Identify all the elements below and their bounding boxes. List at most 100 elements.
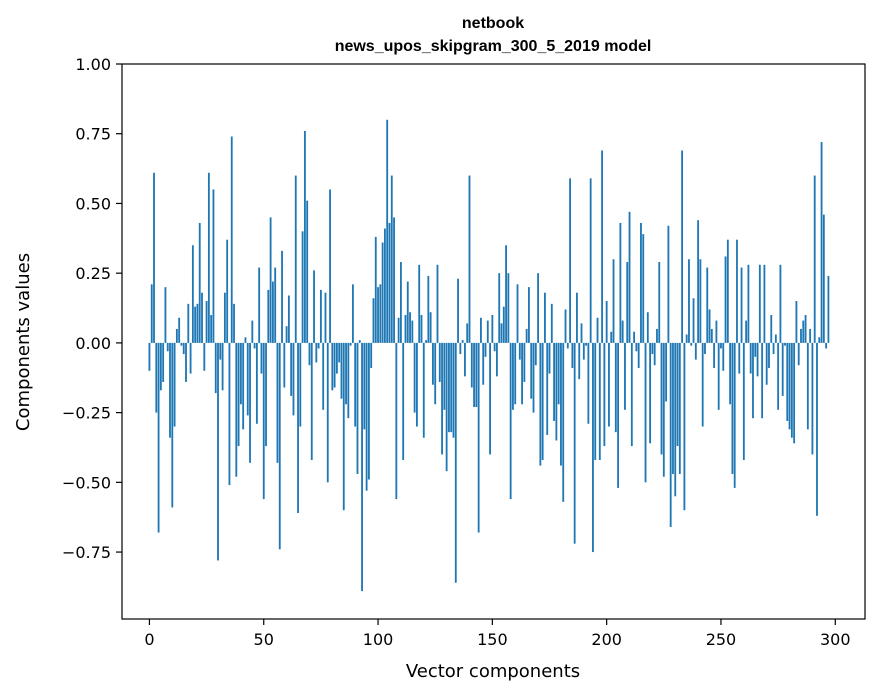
bar-217 — [644, 342, 647, 483]
bar-81 — [333, 342, 336, 388]
bar-21 — [196, 303, 199, 343]
bar-218 — [646, 312, 649, 343]
bar-264 — [752, 342, 754, 419]
bar-88 — [349, 342, 352, 346]
bar-219 — [649, 342, 652, 444]
bar-173 — [544, 292, 546, 343]
bar-82 — [335, 342, 338, 374]
bar-233 — [681, 150, 684, 343]
bar-141 — [470, 342, 473, 388]
bar-287 — [804, 315, 807, 343]
bar-224 — [660, 342, 663, 455]
bar-204 — [614, 342, 617, 433]
bar-67 — [301, 231, 304, 343]
bar-149 — [489, 342, 491, 455]
bar-111 — [402, 342, 405, 461]
bar-187 — [576, 292, 578, 343]
bar-205 — [617, 342, 620, 488]
bar-75 — [319, 289, 322, 343]
bar-208 — [624, 342, 626, 410]
bar-104 — [386, 119, 389, 343]
bar-196 — [596, 317, 599, 343]
bar-181 — [562, 342, 565, 502]
bar-263 — [749, 342, 752, 374]
bar-119 — [420, 315, 423, 343]
bar-175 — [548, 342, 551, 374]
bar-43 — [246, 342, 249, 416]
bar-297 — [827, 275, 830, 343]
bar-79 — [329, 189, 331, 343]
bar-281 — [790, 342, 793, 438]
bar-47 — [255, 342, 258, 424]
bar-94 — [363, 342, 366, 430]
bar-109 — [397, 317, 400, 343]
bar-92 — [358, 340, 361, 343]
bar-223 — [658, 262, 661, 343]
x-tick-label-150: 150 — [477, 630, 508, 649]
bar-207 — [621, 320, 624, 343]
bar-220 — [651, 342, 654, 355]
bar-153 — [498, 273, 501, 343]
bar-29 — [214, 342, 217, 394]
bar-60 — [285, 326, 288, 343]
bar-5 — [159, 342, 162, 391]
y-tick-label-7: 1.00 — [75, 55, 111, 74]
bar-53 — [269, 217, 272, 343]
bar-54 — [271, 281, 274, 343]
bar-226 — [665, 342, 668, 402]
bar-168 — [532, 342, 535, 413]
bar-291 — [813, 175, 816, 343]
bar-265 — [754, 342, 757, 357]
bar-78 — [326, 342, 329, 483]
bar-132 — [450, 342, 453, 433]
x-tick-label-200: 200 — [591, 630, 622, 649]
bar-246 — [710, 328, 713, 343]
bar-11 — [173, 342, 176, 427]
bar-222 — [656, 328, 658, 343]
bar-247 — [713, 342, 716, 368]
bar-77 — [324, 292, 327, 343]
bar-239 — [694, 342, 697, 360]
bar-3 — [155, 342, 158, 413]
bar-6 — [162, 342, 165, 382]
bar-221 — [653, 342, 656, 366]
bar-17 — [187, 303, 190, 343]
bar-261 — [745, 320, 748, 343]
bar-184 — [569, 178, 571, 343]
bar-80 — [331, 342, 334, 391]
bar-121 — [425, 340, 427, 343]
bar-269 — [763, 264, 766, 343]
bar-285 — [800, 328, 802, 343]
bar-36 — [230, 136, 233, 343]
bar-144 — [477, 342, 480, 533]
bar-14 — [180, 342, 183, 346]
bar-35 — [228, 342, 231, 486]
bar-257 — [736, 239, 738, 343]
y-tick-label-5: 0.50 — [75, 194, 111, 213]
bar-227 — [667, 225, 670, 343]
bar-84 — [340, 342, 343, 399]
x-tick-label-50: 50 — [254, 630, 274, 649]
bar-135 — [457, 278, 459, 343]
bar-117 — [416, 342, 418, 427]
bar-283 — [795, 301, 798, 343]
bar-44 — [249, 342, 251, 463]
bar-160 — [514, 342, 517, 405]
bar-188 — [578, 342, 581, 380]
bar-195 — [594, 342, 597, 461]
bar-290 — [811, 342, 814, 455]
bar-90 — [354, 342, 357, 427]
x-tick-label-250: 250 — [706, 630, 737, 649]
bar-292 — [816, 342, 818, 516]
bar-189 — [580, 323, 583, 343]
bar-199 — [603, 342, 606, 447]
bar-4 — [157, 342, 160, 533]
bar-295 — [822, 214, 825, 343]
bar-129 — [443, 342, 446, 410]
bars-group — [148, 119, 830, 592]
bar-203 — [612, 259, 615, 343]
bar-273 — [772, 342, 775, 355]
bar-2 — [153, 172, 155, 343]
bar-171 — [539, 342, 542, 466]
bar-73 — [315, 342, 318, 363]
